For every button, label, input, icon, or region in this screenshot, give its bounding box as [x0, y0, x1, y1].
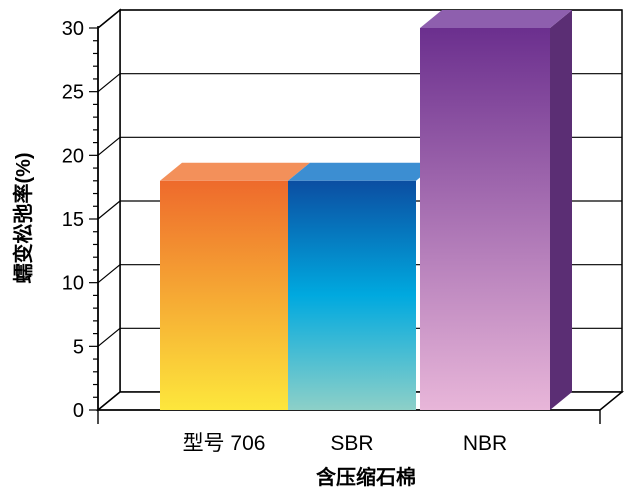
gridline-side — [97, 136, 121, 156]
gridline-side — [97, 264, 121, 284]
bar-front-face — [160, 180, 288, 410]
bars — [160, 10, 572, 410]
y-tick-label: 5 — [73, 336, 84, 358]
bar-3 — [420, 10, 572, 410]
x-axis: 型号 706 SBR NBR — [97, 409, 601, 455]
y-tick-label: 20 — [62, 145, 84, 167]
y-tick-label: 30 — [62, 18, 84, 40]
x-tick-label: 型号 706 — [183, 432, 266, 455]
bar-top-face — [160, 162, 310, 181]
bar-top-face — [420, 10, 572, 28]
y-tick-label: 10 — [62, 273, 84, 295]
gridline-side — [97, 9, 121, 29]
bar-1 — [160, 162, 310, 410]
gridline-side — [97, 73, 121, 93]
gridline-side — [97, 200, 121, 220]
bar-side-face — [550, 10, 572, 410]
bar-top-face — [288, 162, 438, 181]
x-axis-title: 含压缩石棉 — [316, 465, 416, 489]
x-tick-label: SBR — [330, 432, 373, 455]
bar-2 — [288, 162, 438, 410]
y-tick-label: 0 — [73, 400, 84, 422]
gridline-side — [97, 327, 121, 347]
bar-front-face — [420, 28, 550, 410]
y-tick-label: 15 — [62, 209, 84, 231]
y-axis: 0 5 10 15 20 25 30 — [62, 18, 99, 422]
bar-front-face — [288, 180, 416, 410]
y-axis-title: 蠕变松弛率(%) — [11, 152, 35, 283]
y-tick-label: 25 — [62, 82, 84, 104]
x-tick-label: NBR — [463, 432, 507, 455]
